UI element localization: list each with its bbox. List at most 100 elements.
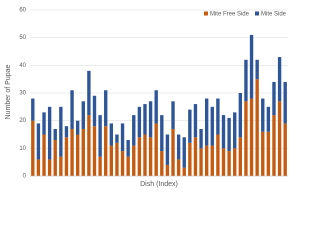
bar-segment <box>64 137 69 176</box>
bar-segment <box>109 123 114 146</box>
bar-segment <box>227 117 231 152</box>
bar-segment <box>148 137 153 176</box>
bar-segment <box>204 98 209 146</box>
bar-segment <box>70 128 74 176</box>
bar-segment <box>244 59 248 102</box>
bar-segment <box>199 148 203 176</box>
bar-segment <box>36 123 41 160</box>
bar-segment <box>81 128 85 176</box>
bar-segment <box>120 151 125 176</box>
bar-segment <box>59 106 63 157</box>
y-tick-label: 10 <box>19 146 26 152</box>
y-tick-label: 60 <box>19 8 26 14</box>
bar-segment <box>255 59 259 80</box>
bar-segment <box>59 156 63 176</box>
bar-segment <box>277 101 282 176</box>
bar-segment <box>182 137 186 168</box>
bar-segment <box>188 109 192 143</box>
bar-segment <box>238 137 243 176</box>
bar-segment <box>115 142 119 176</box>
bar-segment <box>238 93 243 138</box>
bar-segment <box>126 156 130 176</box>
bar-segment <box>143 104 147 135</box>
bar-segment <box>160 151 164 176</box>
bar-segment <box>160 115 164 152</box>
y-tick-label: 30 <box>19 91 26 97</box>
bar-segment <box>81 101 85 129</box>
bar-segment <box>143 134 147 176</box>
bar-segment <box>272 81 276 116</box>
bar-segment <box>104 90 108 127</box>
bar-segment <box>31 120 35 176</box>
bar-segment <box>47 159 52 176</box>
bar-segment <box>283 123 287 176</box>
bar-segment <box>188 142 192 176</box>
bar-segment <box>216 134 220 176</box>
bar-segment <box>210 106 214 146</box>
bar-segment <box>98 156 102 176</box>
bar-segment <box>176 159 181 176</box>
bar-segment <box>87 115 91 176</box>
bar-segment <box>132 145 136 176</box>
bar-segment <box>53 140 57 176</box>
bar-segment <box>182 167 186 176</box>
bar-segment <box>249 34 254 99</box>
bar-segment <box>283 81 287 124</box>
bar-segment <box>193 137 198 176</box>
bar-segment <box>210 145 214 176</box>
bar-segment <box>42 134 46 176</box>
bar-segment <box>216 98 220 135</box>
bar-segment <box>92 95 97 127</box>
y-tick-label: 20 <box>19 118 26 124</box>
bar-segment <box>204 145 209 176</box>
bar-segment <box>277 57 282 102</box>
bar-segment <box>137 137 142 176</box>
bar-segment <box>171 128 175 176</box>
bar-segment <box>64 126 69 138</box>
y-tick-label: 0 <box>23 174 27 180</box>
legend-label: Mite Free Side <box>210 12 250 18</box>
legend-swatch <box>254 11 259 16</box>
legend-swatch <box>203 11 208 16</box>
bar-segment <box>126 140 130 157</box>
bar-segment <box>261 131 265 176</box>
bar-segment <box>87 70 91 116</box>
chart: Number of Pupae Dish (Index) 0 10 20 30 40 50… <box>4 7 288 188</box>
bar-segment <box>42 112 46 135</box>
bar-segment <box>104 126 108 176</box>
bar-segment <box>165 134 170 165</box>
bar-segment <box>148 101 153 138</box>
bar-segment <box>75 120 80 135</box>
bar-segment <box>244 101 248 176</box>
bar-segment <box>261 98 265 132</box>
legend-label: Mite Side <box>261 12 287 18</box>
bar-segment <box>154 123 158 176</box>
bar-segment <box>266 106 271 132</box>
bar-segment <box>221 115 226 149</box>
bar-segment <box>115 134 119 143</box>
bar-segment <box>75 134 80 176</box>
bar-segment <box>193 104 198 138</box>
bar-segment <box>227 151 231 176</box>
bar-segment <box>272 115 276 176</box>
bar-segment <box>31 98 35 121</box>
bar-segment <box>154 90 158 124</box>
y-tick-label: 50 <box>19 35 26 41</box>
bar-segment <box>233 148 237 176</box>
bar-segment <box>221 148 226 176</box>
bar-segment <box>171 101 175 129</box>
bar-segment <box>109 145 114 176</box>
bar-segment <box>249 98 254 176</box>
bar-segment <box>98 115 102 157</box>
bar-segment <box>70 90 74 129</box>
bar-segment <box>176 134 181 160</box>
bar-segment <box>92 126 97 176</box>
y-tick-label: 40 <box>19 63 26 69</box>
bar-segment <box>199 128 203 149</box>
bar-segment <box>120 123 125 152</box>
bar-segment <box>137 106 142 138</box>
y-axis-title: Number of Pupae <box>5 64 12 119</box>
x-axis-title: Dish (Index) <box>140 181 178 188</box>
bar-segment <box>132 115 136 146</box>
bar-segment <box>36 159 41 176</box>
